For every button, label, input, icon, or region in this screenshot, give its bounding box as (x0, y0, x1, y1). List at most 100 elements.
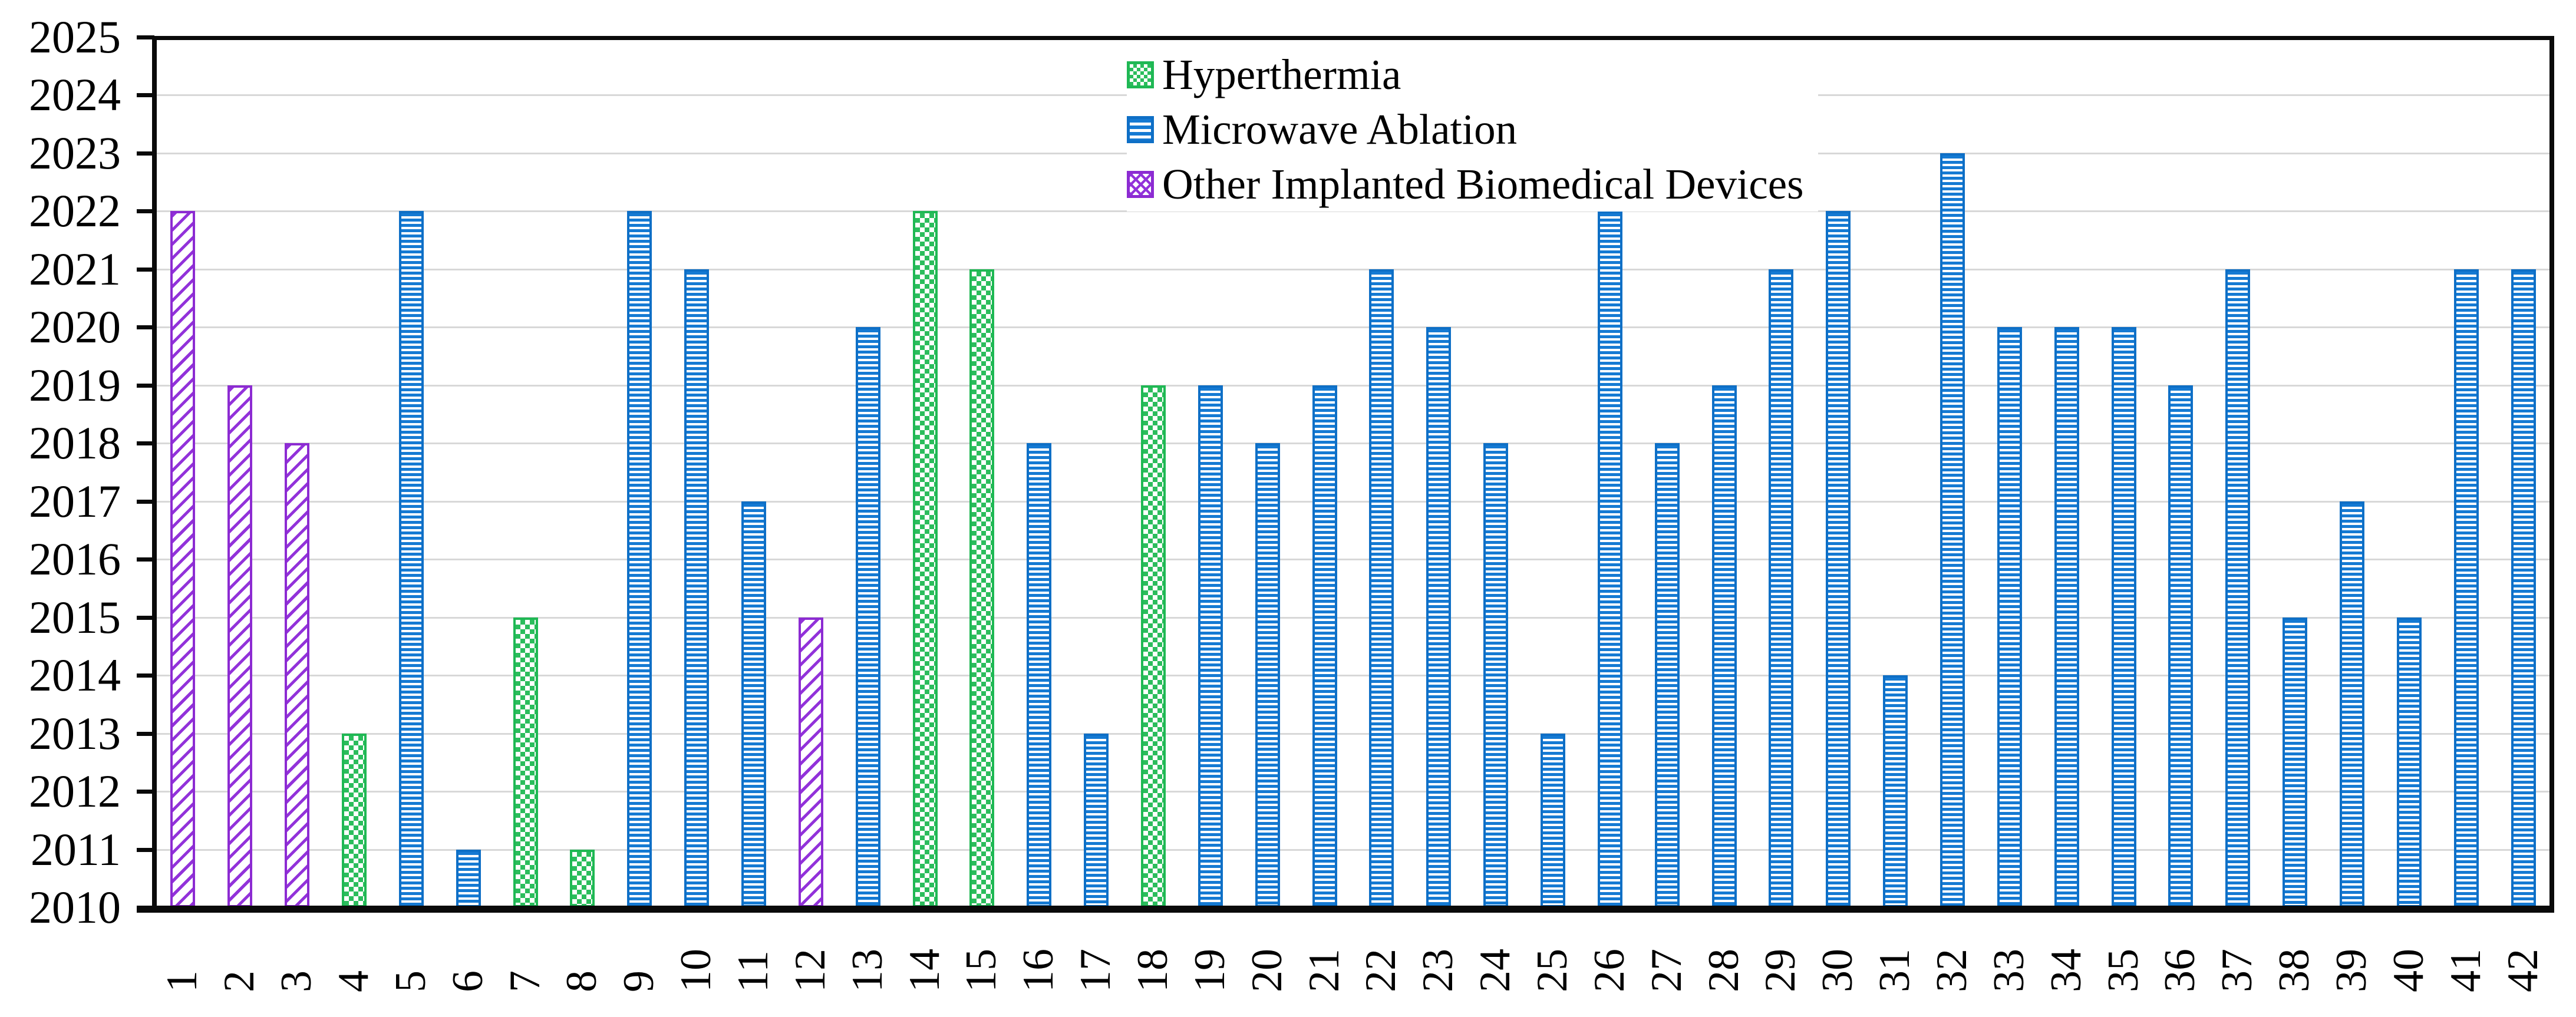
bar-22 (1369, 269, 1394, 907)
y-axis-label-2018: 2018 (29, 417, 121, 468)
microwave-ablation-swatch-icon (1127, 115, 1154, 143)
bar-29 (1769, 269, 1793, 907)
hyperthermia-swatch-icon (1127, 61, 1154, 88)
bar-10 (684, 269, 709, 907)
bar-2 (227, 385, 252, 907)
gridline-2017 (154, 501, 2552, 503)
plot-frame-right (2549, 36, 2554, 912)
legend-label-hyperthermia: Hyperthermia (1162, 51, 1401, 98)
bar-39 (2340, 501, 2364, 907)
y-axis-tick-2012 (137, 790, 154, 794)
bar-33 (1997, 327, 2022, 907)
bar-9 (627, 211, 652, 907)
legend-label-microwave-ablation: Microwave Ablation (1162, 105, 1518, 153)
y-axis-tick-2020 (137, 325, 154, 329)
gridline-2015 (154, 617, 2552, 619)
gridline-2018 (154, 443, 2552, 444)
gridline-2011 (154, 849, 2552, 851)
y-axis-label-2024: 2024 (29, 69, 121, 120)
bar-3 (285, 443, 309, 907)
bar-26 (1598, 211, 1622, 907)
bar-19 (1198, 385, 1223, 907)
y-axis-label-2010: 2010 (29, 881, 121, 933)
bar-28 (1712, 385, 1737, 907)
gridline-2021 (154, 269, 2552, 270)
y-axis-tick-2010 (137, 906, 154, 910)
bar-20 (1255, 443, 1280, 907)
bar-5 (399, 211, 424, 907)
bar-12 (799, 618, 823, 907)
gridline-2013 (154, 733, 2552, 735)
y-axis-tick-2018 (137, 441, 154, 445)
other-implanted-devices-swatch-icon (1127, 170, 1154, 198)
y-axis-label-2019: 2019 (29, 359, 121, 411)
y-axis-label-2015: 2015 (29, 592, 121, 643)
y-axis-label-2022: 2022 (29, 185, 121, 236)
gridline-2019 (154, 385, 2552, 387)
y-axis-label-2023: 2023 (29, 127, 121, 179)
bar-16 (1027, 443, 1051, 907)
y-axis-tick-2021 (137, 268, 154, 272)
gridline-2012 (154, 791, 2552, 793)
y-axis-tick-2024 (137, 93, 154, 97)
bar-23 (1426, 327, 1451, 907)
bar-11 (741, 501, 766, 907)
bar-13 (856, 327, 880, 907)
bar-15 (969, 269, 994, 907)
bar-4 (342, 734, 367, 907)
bar-31 (1883, 675, 1908, 907)
bar-6 (456, 850, 481, 907)
y-axis-label-2017: 2017 (29, 476, 121, 527)
y-axis-label-2021: 2021 (29, 243, 121, 295)
bar-17 (1084, 734, 1109, 907)
bar-42 (2511, 269, 2536, 907)
y-axis-tick-2017 (137, 500, 154, 504)
y-axis-tick-2013 (137, 732, 154, 736)
y-axis-label-2012: 2012 (29, 765, 121, 817)
bar-36 (2168, 385, 2193, 907)
bar-30 (1826, 211, 1851, 907)
legend-item-other-implanted-devices: Other Implanted Biomedical Devices (1127, 157, 1818, 212)
bar-25 (1541, 734, 1565, 907)
y-axis-label-2014: 2014 (29, 649, 121, 701)
legend-item-microwave-ablation: Microwave Ablation (1127, 102, 1818, 157)
y-axis-label-2020: 2020 (29, 301, 121, 352)
y-axis-line (152, 36, 157, 912)
gridline-2020 (154, 326, 2552, 328)
gridline-2016 (154, 559, 2552, 560)
y-axis-tick-2016 (137, 557, 154, 562)
bar-7 (513, 618, 538, 907)
gridline-2014 (154, 675, 2552, 676)
y-axis-tick-2023 (137, 151, 154, 156)
y-axis-tick-2011 (137, 848, 154, 852)
bar-41 (2454, 269, 2479, 907)
bar-35 (2112, 327, 2136, 907)
x-axis-line (137, 906, 2554, 913)
bar-24 (1483, 443, 1508, 907)
bar-18 (1141, 385, 1166, 907)
bar-38 (2283, 618, 2307, 907)
x-axis-label-42: 42 (2499, 949, 2548, 992)
y-axis-label-2013: 2013 (29, 708, 121, 759)
bar-34 (2054, 327, 2079, 907)
y-axis-label-2011: 2011 (30, 824, 121, 875)
plot-frame-top (154, 36, 2554, 40)
legend: Hyperthermia Microwave Ablation Other Im… (1127, 47, 1818, 212)
bar-21 (1312, 385, 1337, 907)
bar-8 (570, 850, 595, 907)
bar-32 (1940, 153, 1965, 907)
bar-14 (913, 211, 938, 907)
legend-item-hyperthermia: Hyperthermia (1127, 47, 1818, 102)
y-axis-label-2025: 2025 (29, 11, 121, 62)
y-axis-tick-2015 (137, 616, 154, 620)
bar-1 (170, 211, 195, 907)
y-axis-label-2016: 2016 (29, 533, 121, 585)
bar-40 (2397, 618, 2422, 907)
legend-label-other-implanted-devices: Other Implanted Biomedical Devices (1162, 160, 1804, 208)
y-axis-tick-2019 (137, 384, 154, 388)
bar-37 (2225, 269, 2250, 907)
y-axis-tick-2025 (137, 35, 154, 39)
bar-27 (1655, 443, 1680, 907)
y-axis-tick-2014 (137, 673, 154, 678)
